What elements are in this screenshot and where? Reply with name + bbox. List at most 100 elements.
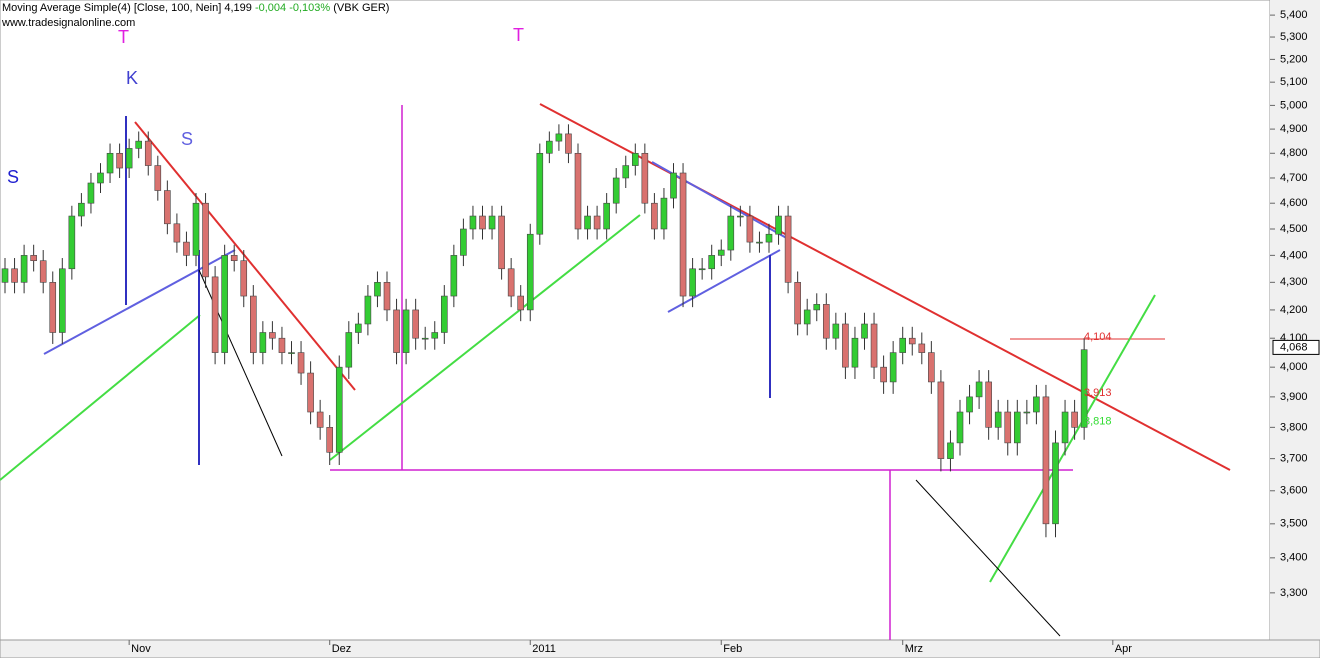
candle-body	[822, 304, 830, 339]
candle-body	[316, 411, 324, 428]
candle-body	[574, 152, 582, 230]
candle-body	[402, 309, 410, 353]
candle-body	[488, 215, 496, 230]
candle-body	[440, 295, 448, 333]
candle-body	[889, 352, 897, 383]
candle-body	[164, 190, 171, 225]
y-tick-label: 4,000	[1280, 361, 1308, 373]
candle-body	[517, 295, 525, 311]
y-tick-label: 3,900	[1280, 391, 1308, 403]
candle-body	[345, 332, 353, 368]
candle-body	[994, 411, 1002, 428]
marker-label: S	[7, 167, 19, 187]
candle-body	[192, 202, 200, 256]
candle-body	[230, 255, 238, 262]
y-tick-label: 4,700	[1280, 172, 1308, 184]
candle-body	[183, 241, 190, 256]
candle-body	[30, 255, 37, 262]
candle-body	[154, 165, 162, 191]
candle-body	[746, 215, 754, 243]
candle-body	[565, 133, 572, 154]
candle-body	[383, 282, 391, 311]
candle-body	[125, 148, 133, 169]
marker-label: T	[118, 27, 129, 47]
candle-body	[803, 309, 811, 325]
candle-body	[335, 366, 343, 453]
candle-body	[1023, 411, 1031, 414]
candle-body	[1042, 396, 1050, 525]
x-tick-label: Mrz	[905, 643, 923, 655]
title: Moving Average Simple(4) [Close, 100, Ne…	[2, 2, 252, 14]
plot-area	[0, 0, 1271, 641]
candle-body	[631, 152, 639, 166]
candle-body	[78, 202, 85, 217]
y-tick-label: 3,600	[1280, 485, 1308, 497]
candle-body	[1033, 396, 1040, 413]
y-tick-label: 4,900	[1280, 123, 1308, 135]
candle-body	[421, 337, 429, 340]
candle-body	[393, 309, 400, 353]
y-tick-label: 4,300	[1280, 276, 1308, 288]
price-axis	[1270, 0, 1320, 658]
candle-body	[1080, 349, 1088, 428]
candle-body	[259, 332, 267, 353]
y-tick-label: 3,800	[1280, 421, 1308, 433]
candle-body	[507, 268, 515, 297]
y-tick-label: 5,100	[1280, 76, 1308, 88]
x-tick-label: Nov	[131, 643, 151, 655]
candle-body	[39, 260, 47, 283]
candle-body	[49, 282, 57, 333]
y-tick-label: 5,200	[1280, 53, 1308, 65]
candle-body	[364, 295, 372, 325]
candle-body	[612, 177, 620, 204]
candle-body	[784, 215, 792, 283]
candle-body	[708, 255, 716, 270]
candle-body	[651, 202, 658, 230]
y-tick-label: 4,200	[1280, 304, 1308, 316]
trend-line	[915, 479, 1061, 637]
candle-body	[717, 249, 725, 256]
y-tick-label: 5,300	[1280, 31, 1308, 43]
y-tick-label: 3,400	[1280, 552, 1308, 564]
candle-body	[431, 332, 439, 339]
candle-body	[593, 215, 601, 230]
trend-line	[989, 294, 1156, 583]
trend-line	[539, 103, 1231, 471]
marker-label: T	[513, 25, 524, 45]
candle-body	[698, 268, 706, 271]
candle-body	[144, 140, 152, 166]
x-tick-label: Feb	[723, 643, 742, 655]
title-instrument: (VBK GER)	[333, 2, 389, 14]
candle-body	[851, 337, 859, 368]
candle-body	[756, 241, 763, 244]
candle-body	[58, 268, 66, 333]
y-tick-label: 4,500	[1280, 223, 1308, 235]
drawing-tools	[0, 103, 1231, 640]
candle-body	[479, 215, 486, 230]
candle-body	[937, 381, 945, 459]
candle-body	[660, 197, 668, 230]
candle-body	[106, 152, 114, 174]
candle-body	[288, 352, 295, 354]
candle-body	[450, 255, 458, 297]
last-price-box	[1272, 339, 1320, 355]
candle-body	[11, 268, 18, 283]
y-tick-label: 3,700	[1280, 453, 1308, 465]
y-tick-label: 4,800	[1280, 147, 1308, 159]
candle-body	[1071, 411, 1078, 428]
marker-label: S	[181, 129, 193, 149]
candle-body	[775, 215, 782, 235]
candle-body	[250, 295, 257, 353]
candle-body	[202, 202, 209, 278]
chart-title: Moving Average Simple(4) [Close, 100, Ne…	[2, 2, 389, 14]
candle-body	[97, 172, 104, 184]
x-tick-label: Dez	[332, 643, 352, 655]
candle-body	[221, 255, 228, 353]
candle-body	[526, 233, 534, 311]
candle-body	[679, 172, 687, 297]
candle-body	[536, 152, 544, 235]
title-change: -0,004 -0,103%	[255, 2, 330, 14]
candle-body	[899, 337, 907, 353]
candle-body	[813, 304, 821, 311]
y-tick-label: 3,500	[1280, 518, 1308, 530]
